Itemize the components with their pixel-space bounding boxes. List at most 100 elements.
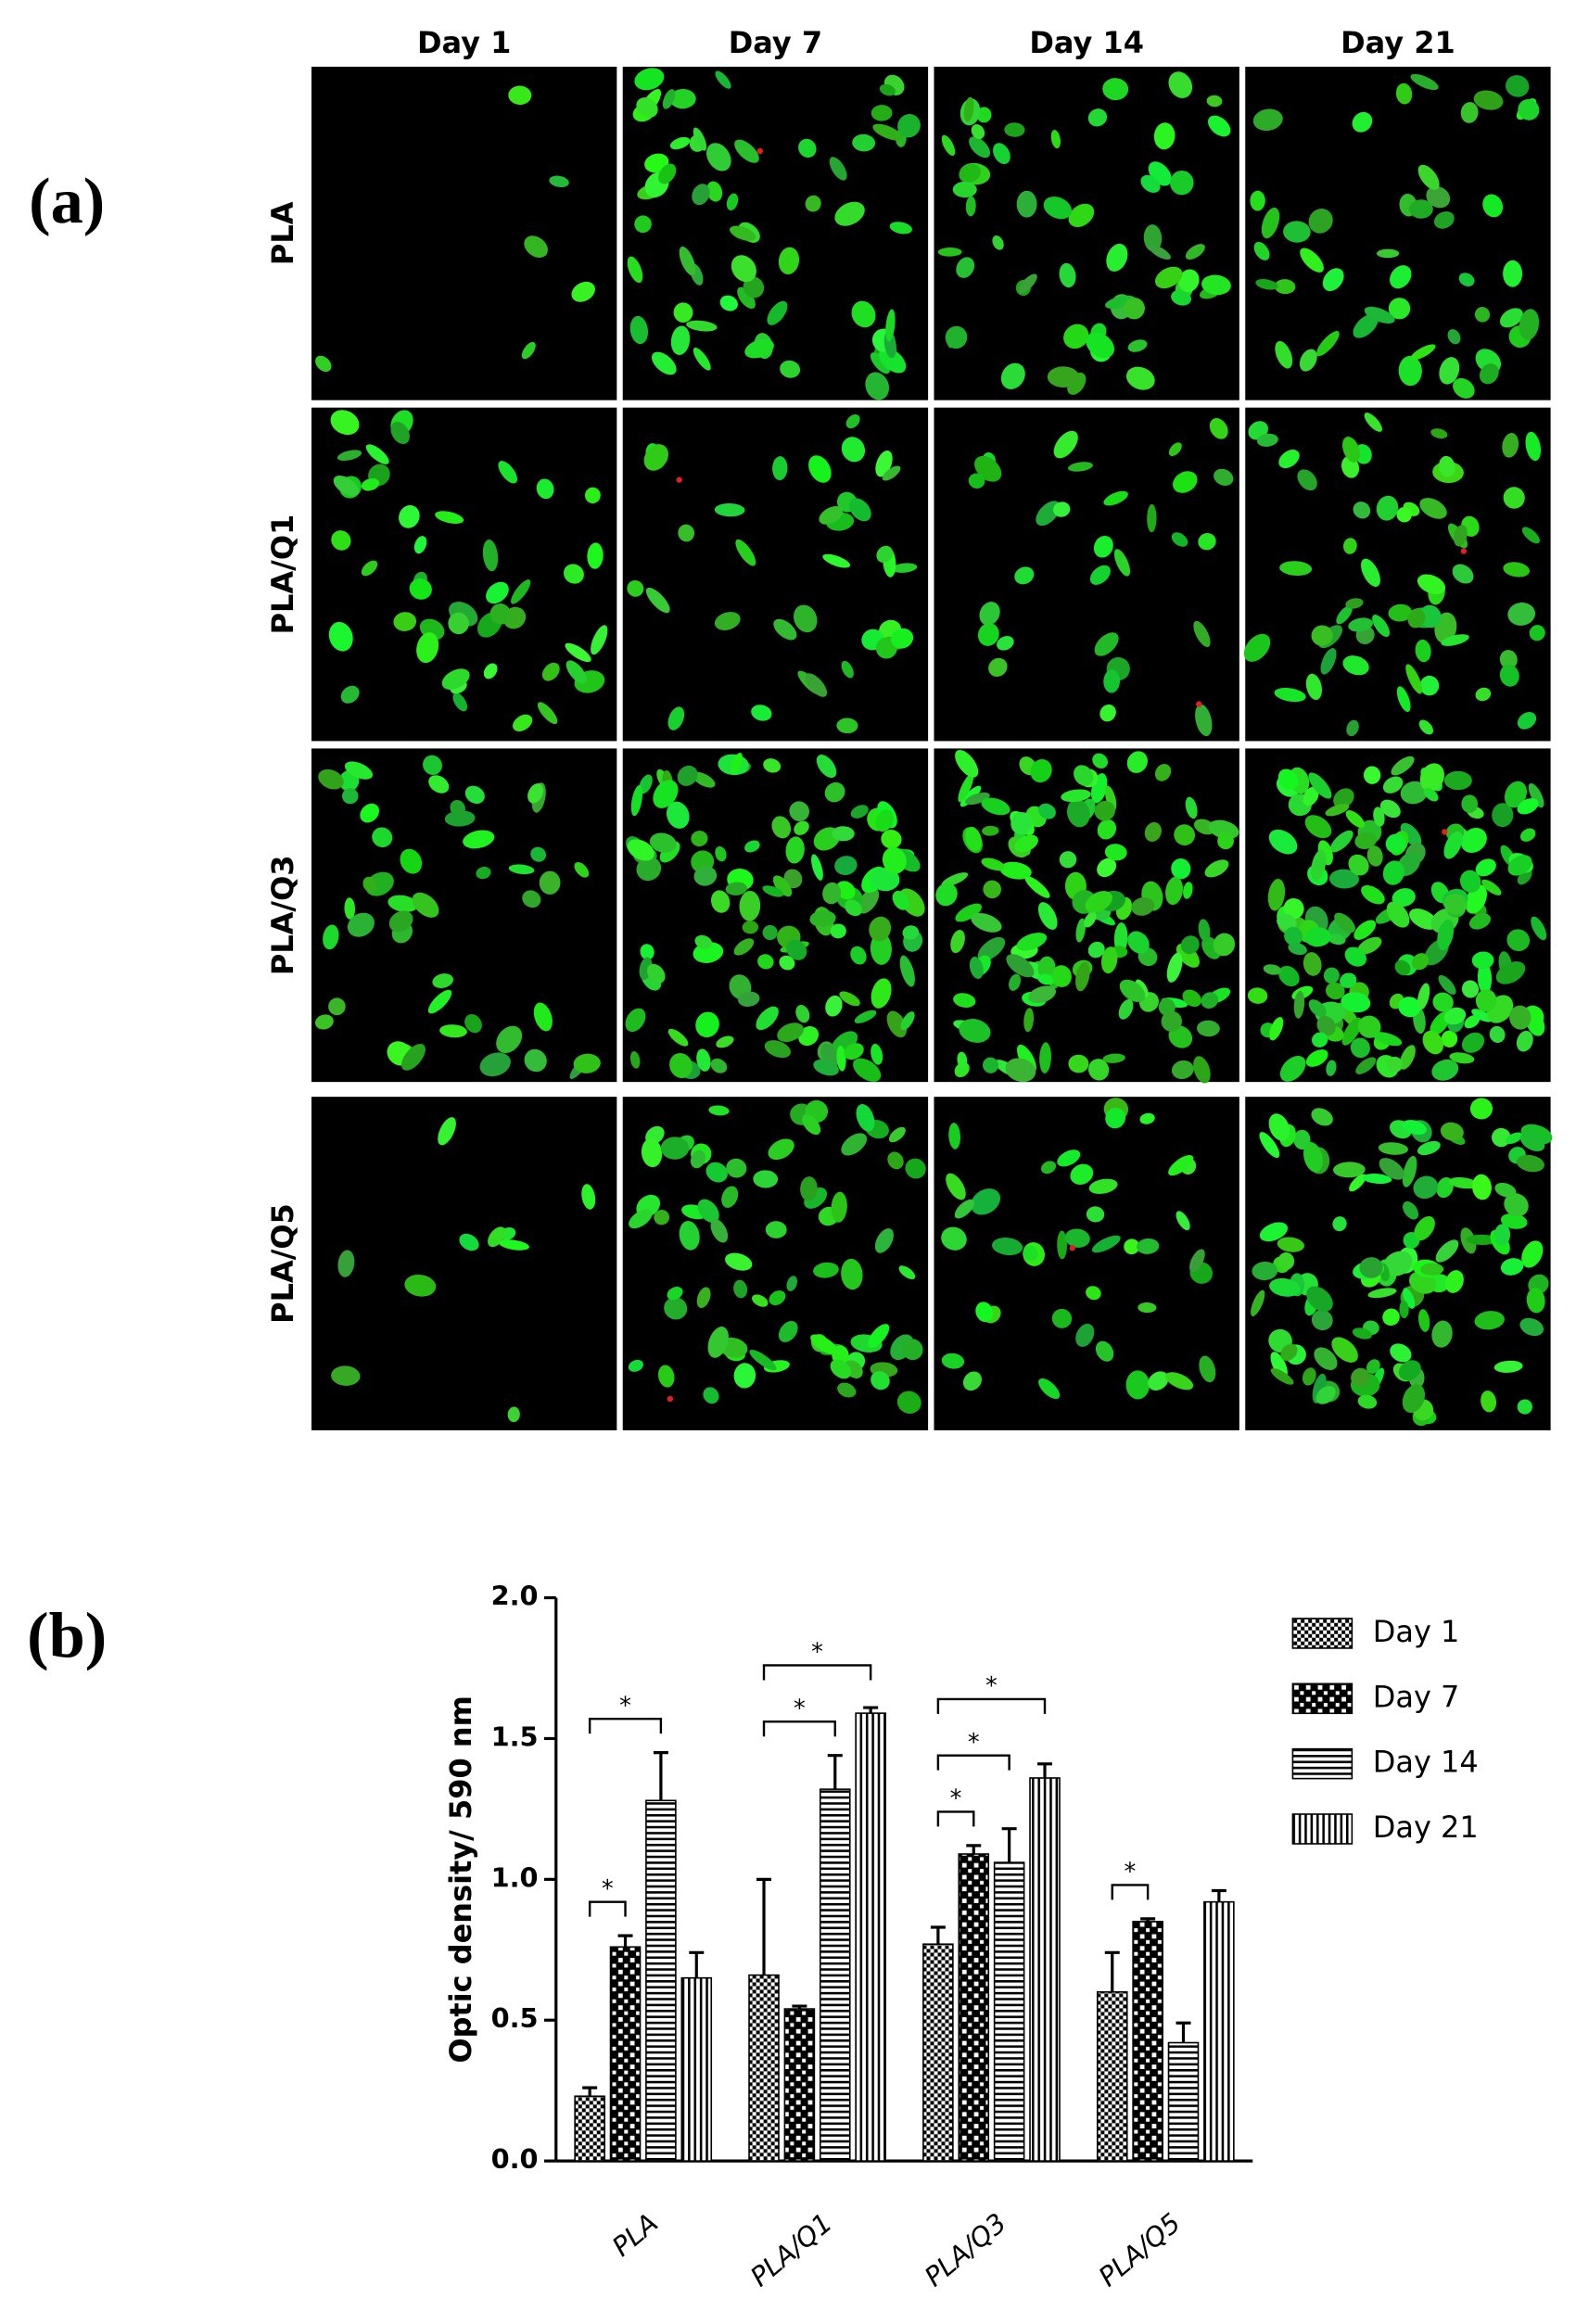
y-axis-label: Optic density/ 590 nm <box>443 1695 478 2064</box>
cell-nucleus <box>1270 1352 1288 1378</box>
cell-nucleus <box>1308 209 1333 234</box>
cell-nucleus <box>365 444 389 464</box>
cell-nucleus <box>1354 832 1377 849</box>
cell-nucleus <box>1270 1368 1294 1385</box>
cell-nucleus <box>498 461 517 484</box>
cell-nucleus <box>640 944 655 960</box>
cell-nucleus <box>959 163 981 184</box>
cell-nucleus <box>1500 1258 1524 1276</box>
cell-nucleus <box>1435 1239 1459 1263</box>
cell-nucleus <box>726 1158 747 1178</box>
cell-nucleus <box>1328 869 1359 889</box>
cell-nucleus <box>1354 920 1377 940</box>
cell-nucleus <box>1208 819 1239 840</box>
cell-nucleus <box>1259 1222 1289 1242</box>
cell-nucleus <box>811 854 823 881</box>
cell-nucleus <box>1518 98 1540 121</box>
cell-nucleus <box>1308 999 1327 1018</box>
cell-nucleus <box>850 946 867 965</box>
cell-nucleus <box>1209 418 1228 439</box>
dead-cell <box>756 147 763 155</box>
micrograph-grid: Day 1 Day 7 Day 14 Day 21 PLA PLA/Q1 PLA/Q3 PLA… <box>265 25 1553 1430</box>
cell-nucleus <box>1398 997 1421 1018</box>
cell-nucleus <box>1433 211 1455 229</box>
cell-nucleus <box>669 1052 693 1079</box>
cell-nucleus <box>1471 1174 1492 1200</box>
cell-nucleus <box>715 845 727 862</box>
cell-nucleus <box>1119 979 1146 1002</box>
cell-nucleus <box>734 139 759 163</box>
cell-nucleus <box>816 755 837 779</box>
cell-nucleus <box>1385 833 1405 854</box>
cell-nucleus <box>1204 859 1229 878</box>
cell-nucleus <box>677 765 698 786</box>
cell-nucleus <box>565 642 591 663</box>
cell-nucleus <box>1094 800 1115 821</box>
cell-nucleus <box>1064 1228 1090 1248</box>
cell-nucleus <box>1102 1053 1125 1063</box>
cell-nucleus <box>1154 764 1172 781</box>
cell-nucleus <box>1263 964 1282 975</box>
cell-nucleus <box>673 302 693 323</box>
cell-nucleus <box>1414 1216 1435 1241</box>
cell-nucleus <box>1005 1058 1036 1083</box>
cell-nucleus <box>643 444 668 471</box>
cell-nucleus <box>628 1359 643 1372</box>
cell-nucleus <box>625 1008 646 1033</box>
cell-nucleus <box>1419 675 1440 696</box>
cell-nucleus <box>464 785 485 805</box>
cell-nucleus <box>945 325 968 349</box>
cell-nucleus <box>361 560 378 577</box>
cell-nucleus <box>1168 71 1193 98</box>
cell-nucleus <box>318 768 344 790</box>
cell-nucleus <box>831 1191 847 1223</box>
cell-nucleus <box>1196 1020 1220 1037</box>
cell-nucleus <box>696 1048 711 1072</box>
cell-nucleus <box>508 864 535 875</box>
cell-nucleus <box>1331 1337 1358 1363</box>
cell-nucleus <box>888 1126 906 1143</box>
cell-nucleus <box>955 903 983 922</box>
cell-nucleus <box>1277 1251 1295 1270</box>
cell-nucleus <box>1103 669 1121 693</box>
cell-nucleus <box>1198 919 1211 942</box>
significance-label: * <box>1125 1859 1137 1886</box>
cell-nucleus <box>1521 1240 1544 1268</box>
cell-nucleus <box>692 184 710 206</box>
bar <box>1167 2041 1200 2162</box>
cell-nucleus <box>664 1297 688 1320</box>
cell-nucleus <box>992 1238 1023 1256</box>
cell-nucleus <box>1366 1359 1380 1374</box>
cell-nucleus <box>660 1137 690 1160</box>
cell-nucleus <box>1398 355 1422 387</box>
cell-nucleus <box>669 136 691 150</box>
cell-nucleus <box>1400 781 1428 805</box>
cell-nucleus <box>1489 1025 1506 1043</box>
cell-nucleus <box>1417 1140 1441 1156</box>
cell-nucleus <box>731 753 744 774</box>
cell-nucleus <box>1500 1213 1528 1229</box>
cell-nucleus <box>670 325 691 355</box>
cell-nucleus <box>1481 1391 1497 1413</box>
cell-nucleus <box>401 1044 426 1071</box>
cell-nucleus <box>1138 1302 1157 1314</box>
cell-nucleus <box>654 1210 670 1225</box>
cell-nucleus <box>853 1058 882 1082</box>
cell-nucleus <box>848 498 871 522</box>
cell-nucleus <box>1477 961 1493 995</box>
cell-nucleus <box>819 505 844 525</box>
cell-nucleus <box>1341 992 1371 1013</box>
cell-nucleus <box>808 455 832 483</box>
cell-nucleus <box>965 792 990 806</box>
cell-nucleus <box>997 636 1014 651</box>
cell-nucleus <box>744 338 774 359</box>
cell-nucleus <box>1526 1288 1545 1314</box>
y-tick-label: 1.5 <box>491 1721 539 1752</box>
cell-nucleus <box>1018 273 1037 294</box>
cell-nucleus <box>1147 503 1157 533</box>
cell-nucleus <box>1195 704 1213 737</box>
cell-nucleus <box>710 890 731 913</box>
dead-cell <box>1442 829 1448 835</box>
cell-nucleus <box>1010 812 1033 835</box>
cell-nucleus <box>1430 428 1448 439</box>
